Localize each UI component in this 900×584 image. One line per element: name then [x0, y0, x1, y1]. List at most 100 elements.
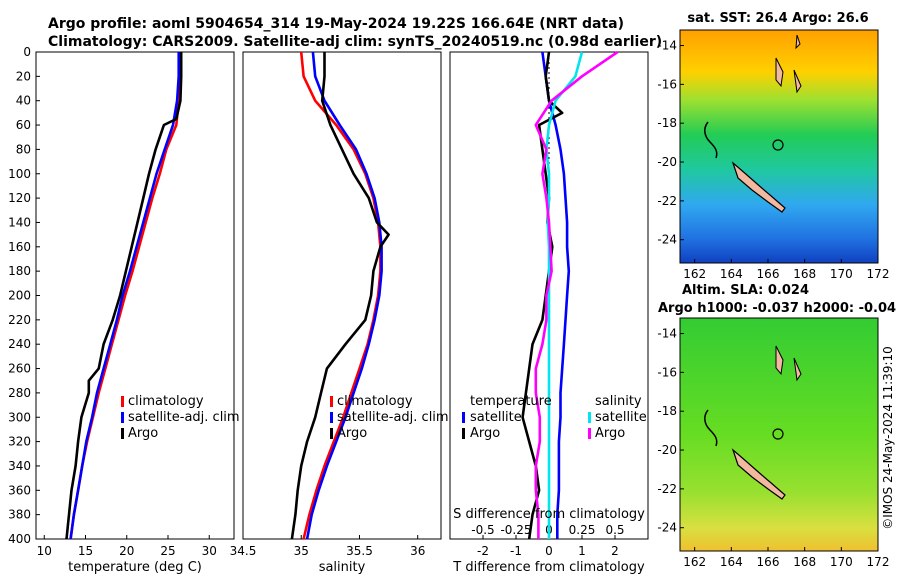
s-tick-label: -0.25 [500, 523, 531, 537]
depth-tick-label: 240 [8, 337, 31, 351]
lat-tick-label: -24 [657, 233, 677, 247]
lon-tick-label: 168 [793, 555, 816, 569]
x-tick-label: 34.5 [230, 544, 257, 558]
depth-tick-label: 360 [8, 483, 31, 497]
lat-tick-label: -22 [657, 482, 677, 496]
legend-swatch-satellite [121, 412, 124, 423]
depth-tick-label: 20 [16, 69, 31, 83]
sst-map-title: sat. SST: 26.4 Argo: 26.6 [687, 11, 868, 26]
depth-tick-label: 160 [8, 240, 31, 254]
lat-tick-label: -16 [657, 77, 677, 91]
s-tick-label: 0.5 [605, 523, 624, 537]
s-tick-label: -0.5 [471, 523, 494, 537]
salinity-axes-frame [242, 51, 442, 540]
new-caledonia-island [731, 161, 786, 213]
t-difference-xlabel: T difference from climatology [452, 560, 645, 575]
salinity-x-axis: 34.5 35 35.5 36 [230, 535, 425, 558]
lat-tick-label: -14 [657, 327, 677, 341]
legend-label-climatology: climatology [337, 394, 413, 409]
islet [795, 34, 801, 50]
legend-swatch-t-satellite [462, 412, 465, 423]
depth-tick-label: 380 [8, 508, 31, 522]
legend-label-t-satellite: satellite [470, 410, 522, 425]
s-difference-xlabel: S difference from climatology [453, 507, 645, 522]
lat-tick-label: -24 [657, 521, 677, 535]
temperature-xlabel: temperature (deg C) [68, 560, 202, 575]
depth-tick-label: 200 [8, 289, 31, 303]
depth-tick-label: 140 [8, 215, 31, 229]
lat-tick-label: -14 [657, 39, 677, 53]
salinity-panel: 34.5 35 35.5 36 salinity climatology satell… [230, 51, 449, 575]
sst-map-panel: sat. SST: 26.4 Argo: 26.6 162 164 166 168 17… [657, 11, 889, 281]
legend-swatch-argo [330, 428, 333, 439]
lat-tick-label: -16 [657, 365, 677, 379]
temperature-panel: 0 20 40 60 80 100 120 140 160 180 200 220 240 260 280 3… [8, 45, 454, 575]
sla-map-panel: Altim. SLA: 0.024 Argo h1000: -0.037 h20… [657, 283, 896, 569]
x-tick-label: -1 [510, 544, 522, 558]
lon-tick-label: 172 [867, 267, 890, 281]
reef-outline [704, 409, 718, 447]
legend-swatch-t-argo [462, 428, 465, 439]
salinity-xlabel: salinity [319, 560, 366, 575]
figure-title-line2: Climatology: CARS2009. Satellite-adj cli… [48, 34, 662, 50]
depth-tick-label: 300 [8, 410, 31, 424]
legend-label-climatology: climatology [128, 394, 204, 409]
vanuatu-island [775, 345, 784, 376]
depth-tick-label: 60 [16, 118, 31, 132]
x-tick-label: 2 [611, 544, 619, 558]
depth-tick-label: 320 [8, 435, 31, 449]
x-tick-label: 10 [37, 544, 52, 558]
legend-title-temperature: temperature [470, 394, 552, 409]
legend-label-t-argo: Argo [470, 426, 500, 441]
lon-tick-label: 166 [757, 267, 780, 281]
series-s-argo [534, 50, 619, 539]
lon-tick-label: 164 [720, 267, 743, 281]
legend-swatch-satellite [330, 412, 333, 423]
depth-tick-label: 80 [16, 142, 31, 156]
series-satellite-adj-clim [69, 52, 180, 540]
legend-label-argo: Argo [128, 426, 158, 441]
x-tick-label: 0 [545, 544, 553, 558]
temperature-axes-frame [35, 51, 235, 540]
vanuatu-island [775, 57, 784, 88]
depth-tick-label: 220 [8, 313, 31, 327]
legend-title-salinity: salinity [595, 394, 642, 409]
series-t-satellite [541, 51, 571, 539]
lat-tick-label: -20 [657, 155, 677, 169]
legend-swatch-s-argo [588, 428, 591, 439]
salinity-legend: climatology satellite-adj. clim Argo [330, 394, 449, 441]
sla-map-frame [679, 317, 879, 552]
legend-label-satellite: satellite-adj. clim [128, 410, 240, 425]
depth-tick-label: 260 [8, 362, 31, 376]
difference-legend: temperature satellite Argo salinity sate… [462, 394, 647, 441]
legend-swatch-s-satellite [588, 412, 591, 423]
lon-tick-label: 170 [830, 267, 853, 281]
lat-tick-label: -20 [657, 443, 677, 457]
reef-outline [704, 121, 718, 159]
legend-swatch-argo [121, 428, 124, 439]
lat-tick-label: -22 [657, 194, 677, 208]
legend-label-s-satellite: satellite [595, 410, 647, 425]
temperature-legend: climatology satellite-adj. clim Argo [121, 394, 240, 441]
x-tick-label: 36 [410, 544, 425, 558]
legend-swatch-climatology [330, 396, 333, 407]
x-tick-label: 25 [160, 544, 175, 558]
temperature-x-axis: 10 15 20 25 30 [37, 535, 217, 558]
lon-tick-label: 166 [757, 555, 780, 569]
sla-map-coastlines [704, 345, 802, 500]
x-tick-label: 30 [202, 544, 217, 558]
reef-ring [772, 428, 784, 440]
lon-tick-label: 162 [683, 555, 706, 569]
legend-label-argo: Argo [337, 426, 367, 441]
lat-tick-label: -18 [657, 116, 677, 130]
sst-map-axes: 162 164 166 168 170 172 -14 -16 -18 -20 -22 -24 [657, 39, 889, 281]
x-tick-label: -2 [477, 544, 489, 558]
figure-title-line1: Argo profile: aoml 5904654_314 19-May-20… [48, 16, 624, 32]
depth-tick-label: 120 [8, 191, 31, 205]
depth-tick-label: 400 [8, 532, 31, 546]
legend-swatch-climatology [121, 396, 124, 407]
lon-tick-label: 170 [830, 555, 853, 569]
lon-tick-label: 162 [683, 267, 706, 281]
sla-map-axes: 162 164 166 168 170 172 -14 -16 -18 -20 -22 -24 [657, 327, 889, 569]
